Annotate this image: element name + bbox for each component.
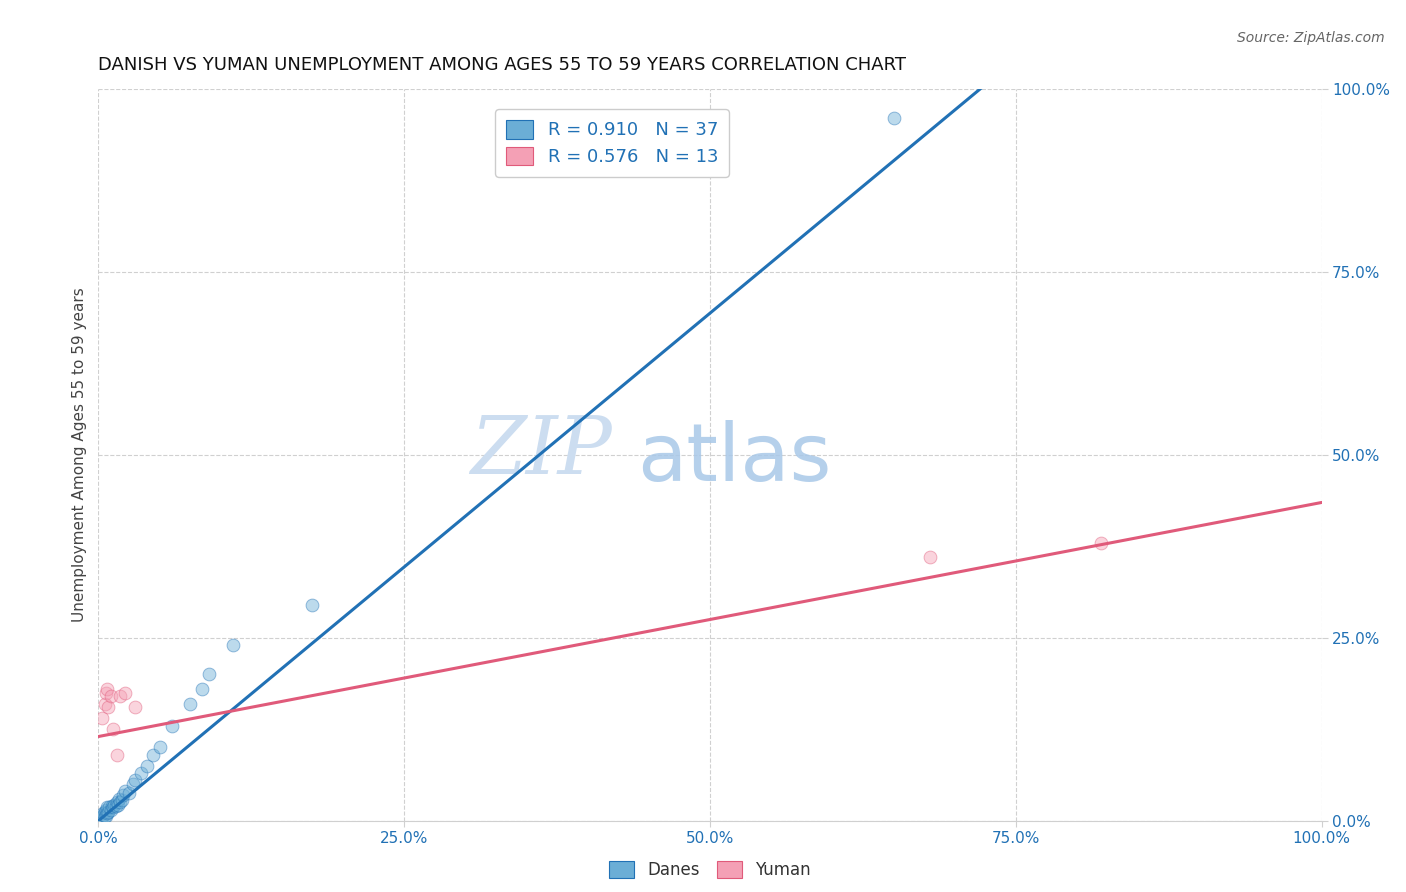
Point — [160, 718, 183, 732]
Point — [93, 697, 115, 711]
Point — [93, 805, 115, 819]
Point — [101, 800, 124, 814]
Point — [105, 796, 128, 810]
Point — [149, 740, 172, 755]
Point — [191, 681, 214, 696]
Point — [94, 808, 117, 822]
Legend: Danes, Yuman: Danes, Yuman — [603, 854, 817, 886]
Point — [97, 805, 120, 819]
Point — [179, 697, 201, 711]
Point — [96, 800, 118, 814]
Point — [101, 723, 124, 737]
Point — [91, 711, 114, 725]
Point — [105, 747, 128, 762]
Point — [301, 598, 323, 612]
Point — [104, 799, 127, 814]
Point — [100, 690, 122, 704]
Point — [100, 803, 122, 817]
Text: ZIP: ZIP — [471, 412, 612, 490]
Text: Source: ZipAtlas.com: Source: ZipAtlas.com — [1237, 31, 1385, 45]
Point — [124, 700, 146, 714]
Text: DANISH VS YUMAN UNEMPLOYMENT AMONG AGES 55 TO 59 YEARS CORRELATION CHART: DANISH VS YUMAN UNEMPLOYMENT AMONG AGES … — [98, 56, 907, 74]
Point — [883, 112, 905, 126]
Point — [96, 681, 118, 696]
Point — [97, 700, 120, 714]
Y-axis label: Unemployment Among Ages 55 to 59 years: Unemployment Among Ages 55 to 59 years — [72, 287, 87, 623]
Point — [129, 766, 152, 780]
Point — [1090, 535, 1112, 549]
Point — [197, 667, 219, 681]
Point — [142, 747, 165, 762]
Point — [96, 806, 118, 821]
Point — [107, 797, 129, 812]
Point — [114, 784, 136, 798]
Point — [94, 803, 117, 817]
Point — [98, 800, 121, 814]
Point — [111, 793, 134, 807]
Point — [121, 777, 143, 791]
Point — [118, 786, 141, 800]
Point — [920, 550, 942, 565]
Point — [114, 686, 136, 700]
Point — [111, 788, 134, 802]
Point — [124, 773, 146, 788]
Point — [103, 797, 125, 812]
Point — [110, 796, 132, 810]
Point — [108, 791, 131, 805]
Point — [94, 686, 117, 700]
Point — [110, 690, 132, 704]
Point — [91, 807, 114, 822]
Text: atlas: atlas — [637, 419, 831, 498]
Point — [91, 806, 114, 821]
Point — [93, 809, 115, 823]
Point — [222, 638, 245, 652]
Point — [101, 799, 124, 814]
Point — [136, 758, 159, 772]
Point — [91, 810, 114, 824]
